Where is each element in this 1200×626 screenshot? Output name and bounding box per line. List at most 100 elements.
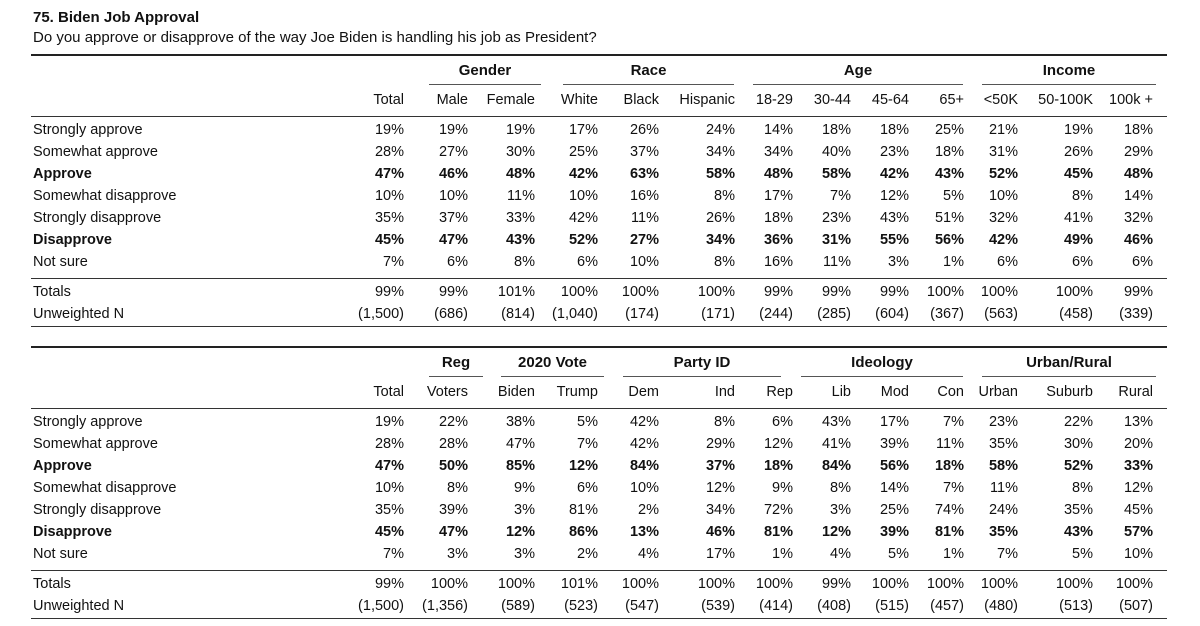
table-cell: 81%: [934, 524, 964, 540]
unweighted-row-label: Unweighted N: [33, 598, 125, 614]
group-underline: [801, 376, 963, 377]
table-cell: 4%: [830, 546, 851, 562]
table-cell: 41%: [821, 436, 851, 452]
table-cell: 81%: [763, 524, 793, 540]
table-cell: 46%: [1123, 232, 1153, 248]
row-label-somewhat-approve: Somewhat approve: [33, 436, 158, 452]
totals-cell: 100%: [697, 576, 735, 592]
table-cell: 19%: [374, 414, 404, 430]
divider-line: [31, 278, 1167, 279]
totals-cell: 99%: [821, 284, 851, 300]
table-cell: 28%: [438, 436, 468, 452]
table-cell: 39%: [438, 502, 468, 518]
totals-cell: 101%: [497, 284, 535, 300]
table-cell: 48%: [763, 166, 793, 182]
column-header-total: Total: [373, 92, 404, 108]
unweighted-cell: (174): [625, 306, 659, 322]
page-question: Do you approve or disapprove of the way …: [33, 29, 597, 46]
column-header-rural: Rural: [1118, 384, 1153, 400]
row-label-strongly-disapprove: Strongly disapprove: [33, 210, 162, 226]
table-cell: 10%: [988, 188, 1018, 204]
table-cell: 48%: [1123, 166, 1153, 182]
totals-cell: 100%: [755, 576, 793, 592]
table-cell: 63%: [629, 166, 659, 182]
unweighted-cell: (507): [1119, 598, 1153, 614]
unweighted-cell: (513): [1059, 598, 1093, 614]
row-label-somewhat-disapprove: Somewhat disapprove: [33, 188, 177, 204]
table-cell: 34%: [705, 232, 735, 248]
group-header-2020-vote: 2020 Vote: [518, 354, 587, 371]
row-label-disapprove: Disapprove: [33, 524, 112, 540]
column-header-white: White: [560, 92, 598, 108]
table-cell: 11%: [631, 210, 659, 226]
column-header-female: Female: [486, 92, 535, 108]
table-cell: 28%: [374, 436, 404, 452]
table-cell: 29%: [1123, 144, 1153, 160]
table-cell: 18%: [934, 144, 964, 160]
table-cell: 43%: [934, 166, 964, 182]
column-header-18-29: 18-29: [755, 92, 793, 108]
column-header-con: Con: [937, 384, 964, 400]
table-cell: 23%: [821, 210, 851, 226]
table-cell: 36%: [763, 232, 793, 248]
totals-cell: 99%: [879, 284, 909, 300]
group-underline: [753, 84, 963, 85]
table-cell: 11%: [936, 436, 964, 452]
divider-line: [31, 346, 1167, 348]
unweighted-row-label: Unweighted N: [33, 306, 125, 322]
table-cell: 52%: [988, 166, 1018, 182]
table-cell: 10%: [438, 188, 468, 204]
unweighted-cell: (1,500): [358, 306, 404, 322]
unweighted-cell: (171): [701, 306, 735, 322]
column-header-65: 65+: [939, 92, 964, 108]
unweighted-cell: (244): [759, 306, 793, 322]
table-cell: 52%: [568, 232, 598, 248]
table-cell: 24%: [705, 122, 735, 138]
page-title: 75. Biden Job Approval: [33, 9, 200, 26]
table-cell: 51%: [934, 210, 964, 226]
table-cell: 6%: [997, 254, 1018, 270]
table-cell: 35%: [988, 524, 1018, 540]
table-cell: 34%: [763, 144, 793, 160]
divider-line: [31, 570, 1167, 571]
table-cell: 25%: [879, 502, 909, 518]
group-underline: [429, 376, 483, 377]
totals-cell: 100%: [430, 576, 468, 592]
table-cell: 43%: [879, 210, 909, 226]
table-cell: 1%: [943, 546, 964, 562]
divider-line: [31, 54, 1167, 56]
table-cell: 8%: [714, 254, 735, 270]
totals-cell: 100%: [560, 284, 598, 300]
row-label-somewhat-approve: Somewhat approve: [33, 144, 158, 160]
column-header-50-100k: 50-100K: [1038, 92, 1093, 108]
table-cell: 57%: [1123, 524, 1153, 540]
unweighted-cell: (515): [875, 598, 909, 614]
column-header-lib: Lib: [831, 384, 851, 400]
table-cell: 5%: [1072, 546, 1093, 562]
table-cell: 12%: [705, 480, 735, 496]
table-cell: 8%: [1072, 480, 1093, 496]
group-header-income: Income: [1042, 62, 1096, 79]
table-cell: 7%: [997, 546, 1018, 562]
table-cell: 23%: [988, 414, 1018, 430]
column-header-hispanic: Hispanic: [679, 92, 735, 108]
table-cell: 42%: [568, 166, 598, 182]
table-cell: 85%: [505, 458, 535, 474]
table-cell: 8%: [830, 480, 851, 496]
table-cell: 14%: [879, 480, 909, 496]
unweighted-cell: (539): [701, 598, 735, 614]
group-underline: [429, 84, 541, 85]
table-cell: 3%: [888, 254, 909, 270]
table-cell: 84%: [629, 458, 659, 474]
table-cell: 42%: [629, 436, 659, 452]
table-cell: 18%: [763, 458, 793, 474]
table-cell: 6%: [1072, 254, 1093, 270]
totals-cell: 99%: [1123, 284, 1153, 300]
totals-cell: 99%: [438, 284, 468, 300]
table-cell: 6%: [772, 414, 793, 430]
column-header-50k: <50K: [983, 92, 1018, 108]
group-header-urban-rural: Urban/Rural: [1026, 354, 1112, 371]
table-cell: 10%: [629, 254, 659, 270]
unweighted-cell: (457): [930, 598, 964, 614]
table-cell: 32%: [988, 210, 1018, 226]
